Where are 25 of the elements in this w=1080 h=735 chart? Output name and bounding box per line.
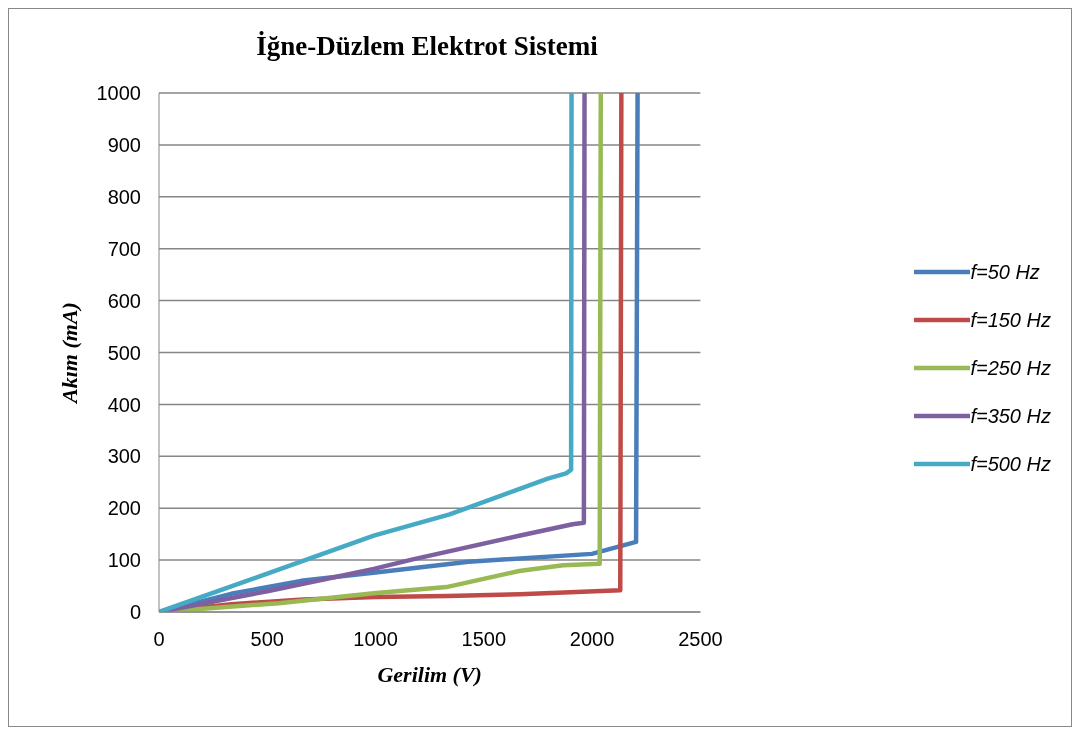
legend-label: f=250 Hz [970, 355, 1051, 381]
y-tick-label: 300 [107, 445, 141, 468]
x-tick-label: 0 [153, 628, 165, 651]
legend-label: f=150 Hz [970, 307, 1051, 333]
x-axis-title: Gerilim (V) [377, 662, 482, 687]
y-tick-label: 1000 [96, 82, 141, 105]
x-tick-label: 1000 [353, 628, 398, 651]
y-tick-label: 200 [107, 497, 141, 520]
legend-label: f=50 Hz [970, 259, 1040, 285]
x-tick-label: 1500 [461, 628, 507, 651]
x-tick-label: 500 [250, 628, 284, 651]
y-axis-title: Akım (mA) [56, 302, 82, 405]
legend-label: f=500 Hz [970, 451, 1051, 477]
y-tick-label: 900 [107, 134, 141, 156]
chart-title: İğne-Düzlem Elektrot Sistemi [255, 31, 599, 62]
y-tick-label: 800 [107, 185, 141, 208]
x-tick-label: 2000 [569, 628, 615, 651]
y-tick-label: 700 [107, 237, 141, 260]
legend-label: f=350 Hz [970, 403, 1051, 429]
y-tick-label: 500 [107, 341, 141, 364]
y-tick-label: 600 [107, 289, 141, 312]
x-tick-label: 2500 [678, 628, 723, 651]
y-tick-label: 0 [129, 601, 141, 624]
y-tick-label: 400 [107, 393, 141, 416]
y-tick-label: 100 [107, 549, 141, 572]
